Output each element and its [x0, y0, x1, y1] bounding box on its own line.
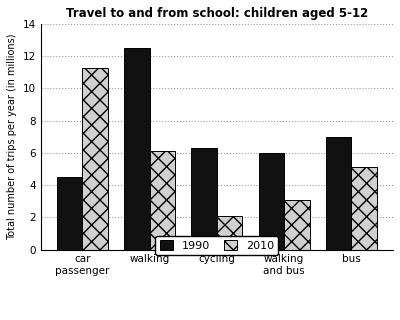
Bar	[217, 216, 242, 250]
Bar	[82, 68, 108, 250]
Legend: 1990, 2010: 1990, 2010	[155, 236, 278, 255]
Bar	[124, 48, 150, 250]
Bar	[284, 200, 310, 250]
Bar	[150, 151, 175, 250]
Title: Travel to and from school: children aged 5-12: Travel to and from school: children aged…	[66, 7, 368, 20]
Bar	[352, 167, 377, 250]
Bar	[57, 177, 82, 250]
Y-axis label: Total number of trips per year (in millions): Total number of trips per year (in milli…	[7, 34, 17, 240]
Bar	[258, 153, 284, 250]
Bar	[326, 137, 352, 250]
Bar	[191, 148, 217, 250]
